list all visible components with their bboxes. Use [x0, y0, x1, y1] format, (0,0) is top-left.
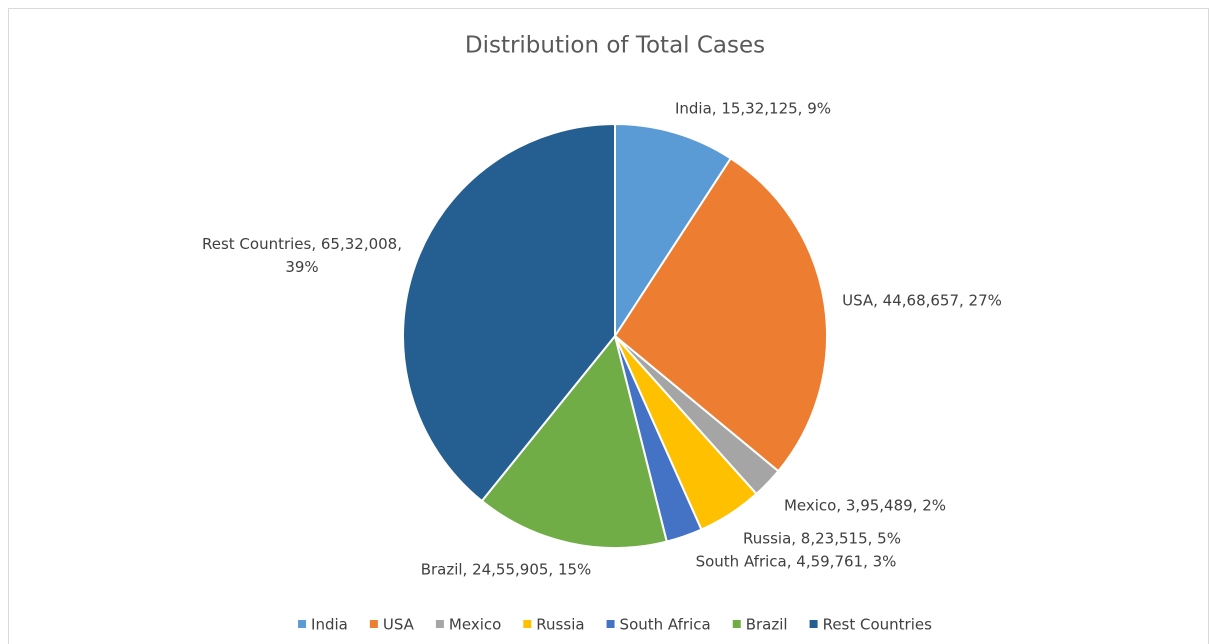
legend-label: South Africa [620, 616, 711, 634]
legend-swatch [606, 620, 615, 628]
data-label: Brazil, 24,55,905, 15% [421, 561, 592, 579]
legend-label: Russia [536, 616, 584, 634]
legend-label: Mexico [449, 616, 501, 634]
chart-title: Distribution of Total Cases [465, 33, 765, 59]
data-label: South Africa, 4,59,761, 3% [696, 553, 897, 571]
legend-label: USA [383, 616, 415, 634]
pie-slice [614, 122, 733, 340]
data-label: India, 15,32,125, 9% [675, 100, 831, 118]
data-label: Mexico, 3,95,489, 2% [784, 497, 946, 515]
pie-slice [613, 157, 828, 473]
legend-swatch [523, 620, 532, 628]
legend-swatch [298, 620, 307, 628]
pie-slice [402, 122, 616, 503]
data-label: USA, 44,68,657, 27% [842, 292, 1002, 310]
data-label: Russia, 8,23,515, 5% [743, 530, 901, 548]
pie-slice [480, 333, 668, 549]
legend-label: Brazil [746, 616, 788, 634]
data-label: Rest Countries, 65,32,008, 39% [202, 235, 402, 276]
legend-swatch [732, 620, 741, 628]
legend-label: Rest Countries [823, 616, 933, 634]
legend-swatch [435, 620, 444, 628]
legend-label: India [311, 616, 348, 634]
legend-swatch [369, 620, 378, 628]
legend: India USA Mexico Russia South Africa Brazil Re… [298, 616, 932, 634]
legend-swatch [809, 620, 818, 628]
